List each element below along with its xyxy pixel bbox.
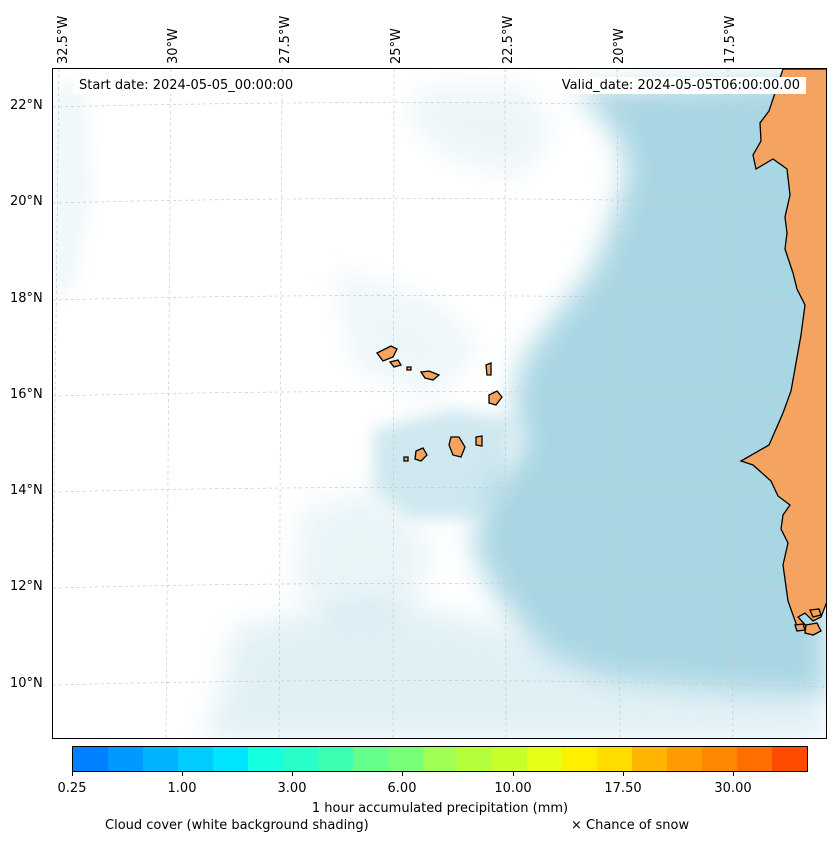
colorbar-tick-label: 0.25 bbox=[57, 781, 87, 796]
colorbar-segment bbox=[107, 747, 143, 771]
land-island-sao-vicente bbox=[388, 359, 402, 368]
colorbar-tick-label: 10.00 bbox=[494, 781, 532, 796]
land-island-brava bbox=[403, 456, 409, 462]
land-africa bbox=[739, 69, 826, 630]
gridline-lat bbox=[53, 198, 826, 206]
land-island-santiago bbox=[448, 436, 466, 458]
latitude-label: 22°N bbox=[10, 98, 43, 113]
colorbar-segment bbox=[702, 747, 738, 771]
gridlines bbox=[53, 69, 826, 738]
land-island bbox=[794, 623, 806, 632]
colorbar-segment bbox=[597, 747, 633, 771]
colorbar-segment bbox=[632, 747, 668, 771]
colorbar-segment bbox=[247, 747, 283, 771]
colorbar-tick-label: 17.50 bbox=[604, 781, 642, 796]
cloud-cover-patch bbox=[293, 489, 433, 629]
colorbar-tickmark bbox=[402, 772, 403, 776]
colorbar-tickmark bbox=[733, 772, 734, 776]
cloud-cover-patch bbox=[203, 599, 826, 738]
colorbar-segment bbox=[177, 747, 213, 771]
longitude-label: 27.5°W bbox=[278, 15, 293, 64]
latitude-label: 14°N bbox=[10, 483, 43, 498]
colorbar-tickmark bbox=[513, 772, 514, 776]
longitude-label: 32.5°W bbox=[56, 15, 71, 64]
gridline-lat bbox=[53, 487, 826, 495]
cloud-cover-layer bbox=[53, 79, 826, 738]
longitude-label: 20°W bbox=[612, 28, 627, 64]
latitude-label: 18°N bbox=[10, 291, 43, 306]
colorbar-tick-label: 1.00 bbox=[167, 781, 197, 796]
gridline-lat bbox=[53, 583, 826, 591]
colorbar-title: 1 hour accumulated precipitation (mm) bbox=[311, 801, 569, 816]
latitude-label: 10°N bbox=[10, 676, 43, 691]
snow-caption: × Chance of snow bbox=[571, 818, 690, 833]
valid-date-label: Valid_date: 2024-05-05T06:00:00.00 bbox=[555, 77, 806, 94]
longitude-label: 30°W bbox=[166, 28, 181, 64]
colorbar-segment bbox=[737, 747, 773, 771]
colorbar-tickmark bbox=[72, 772, 73, 776]
land-island-boa-vista bbox=[488, 390, 503, 406]
colorbar-segment bbox=[73, 747, 108, 771]
land-island-santa-luzia bbox=[406, 366, 412, 371]
land-island bbox=[809, 608, 822, 618]
cloud-cover-patch bbox=[333, 269, 483, 399]
gridline-lon bbox=[392, 69, 395, 738]
colorbar-segment bbox=[562, 747, 598, 771]
colorbar-segment bbox=[422, 747, 458, 771]
colorbar-tick-label: 6.00 bbox=[387, 781, 417, 796]
land-island-sao-nicolau bbox=[419, 370, 441, 381]
colorbar-segment bbox=[317, 747, 353, 771]
cloud-cover-patch bbox=[413, 84, 553, 179]
colorbar-segment bbox=[142, 747, 178, 771]
cloud-cover-main bbox=[473, 79, 826, 699]
cloud-cover-patch bbox=[53, 79, 93, 299]
colorbar-segment bbox=[457, 747, 493, 771]
land-island bbox=[804, 622, 822, 636]
colorbar-segment bbox=[492, 747, 528, 771]
colorbar-tickmark bbox=[623, 772, 624, 776]
gridline-lon bbox=[165, 69, 172, 738]
longitude-label: 25°W bbox=[389, 28, 404, 64]
colorbar-segment bbox=[212, 747, 248, 771]
colorbar-segment bbox=[282, 747, 318, 771]
land-island-sal bbox=[485, 362, 492, 376]
longitude-label: 22.5°W bbox=[501, 15, 516, 64]
cloud-cover-caption: Cloud cover (white background shading) bbox=[105, 818, 369, 833]
colorbar-tickmark bbox=[292, 772, 293, 776]
colorbar-tickmark bbox=[182, 772, 183, 776]
land-island-santo-antao bbox=[376, 345, 398, 362]
gridline-lon bbox=[504, 69, 507, 738]
colorbar-segment bbox=[387, 747, 423, 771]
gridline-lat bbox=[53, 295, 826, 303]
latitude-label: 12°N bbox=[10, 579, 43, 594]
start-date-label: Start date: 2024-05-05_00:00:00 bbox=[73, 77, 300, 94]
colorbar-tick-label: 3.00 bbox=[277, 781, 307, 796]
colorbar-segment bbox=[527, 747, 563, 771]
gridline-lat bbox=[53, 391, 826, 399]
colorbar-segment bbox=[352, 747, 388, 771]
longitude-label: 17.5°W bbox=[723, 15, 738, 64]
land-island-fogo bbox=[414, 447, 428, 462]
latitude-label: 16°N bbox=[10, 387, 43, 402]
latitude-label: 20°N bbox=[10, 194, 43, 209]
colorbar-tick-label: 30.00 bbox=[714, 781, 752, 796]
colorbar-segment bbox=[772, 747, 808, 771]
map-panel[interactable]: Start date: 2024-05-05_00:00:00 Valid_da… bbox=[52, 68, 827, 739]
map-canvas bbox=[53, 69, 826, 738]
gridline-lon bbox=[727, 69, 734, 738]
gridline-lon bbox=[278, 69, 283, 738]
colorbar-segment bbox=[667, 747, 703, 771]
precipitation-colorbar bbox=[72, 746, 808, 772]
gridline-lon bbox=[616, 69, 621, 738]
gridline-lat bbox=[53, 680, 826, 688]
land-island-maio bbox=[475, 435, 483, 447]
gridline-lat bbox=[53, 102, 826, 110]
